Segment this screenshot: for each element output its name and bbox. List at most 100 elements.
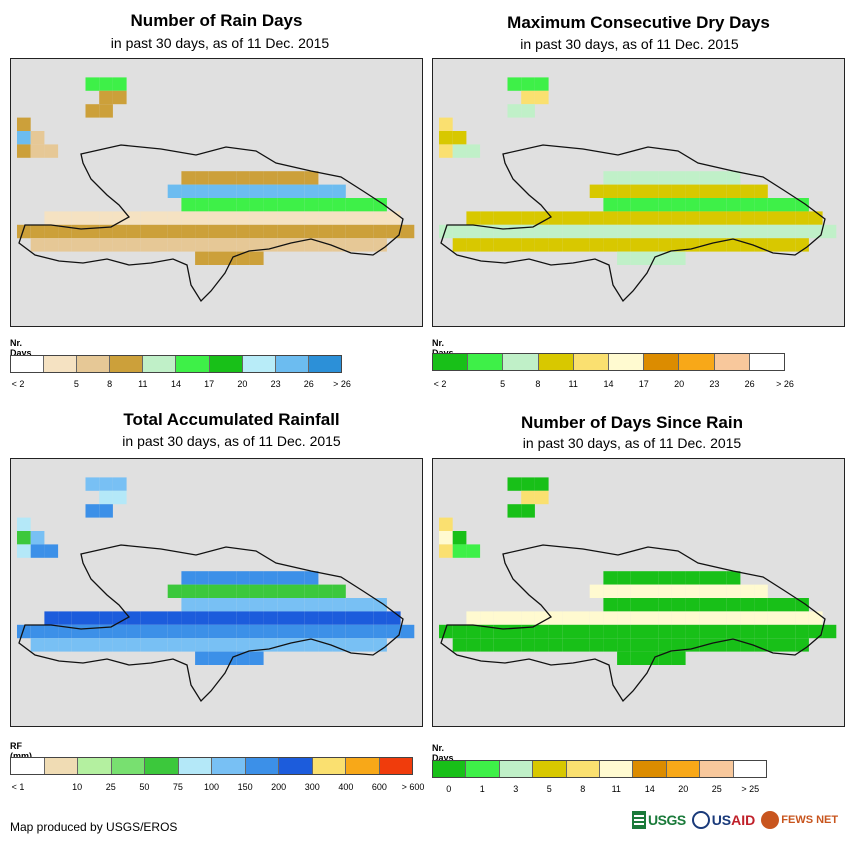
map-cell — [658, 611, 672, 625]
map-cell — [617, 651, 631, 665]
map-grid — [17, 477, 415, 703]
map-cell — [452, 144, 467, 158]
map-cell — [44, 544, 59, 558]
map-cell — [181, 184, 196, 198]
map-cell — [126, 611, 141, 625]
legend-label: 150 — [237, 782, 253, 792]
map-cell — [452, 531, 467, 545]
map-cell — [345, 198, 360, 212]
map-rainfall — [10, 458, 423, 727]
legend-swatch — [538, 354, 574, 370]
legend-label: 50 — [139, 782, 150, 792]
map-cell — [58, 624, 72, 639]
map-cell — [222, 584, 237, 598]
map-cell — [277, 598, 291, 612]
map-cell — [332, 238, 346, 252]
map-cell — [576, 611, 590, 625]
map-cell — [713, 198, 727, 212]
legend-swatch — [176, 356, 210, 372]
map-cell — [44, 611, 59, 625]
map-cell — [291, 184, 305, 198]
legend-swatch — [44, 758, 78, 774]
map-cell — [71, 624, 86, 639]
map-cell — [58, 238, 72, 252]
map-cell — [112, 624, 127, 639]
map-cell — [822, 224, 837, 239]
legend-swatch — [178, 758, 212, 774]
map-cell — [699, 184, 713, 198]
map-cell — [30, 238, 45, 252]
map-cell — [277, 171, 291, 185]
map-cell — [277, 198, 291, 212]
map-cell — [58, 611, 72, 625]
map-cell — [589, 211, 604, 225]
map-cell — [208, 251, 223, 265]
map-cell — [521, 90, 535, 105]
map-cell — [466, 144, 481, 158]
legend-swatch — [468, 354, 504, 370]
map-cell — [236, 584, 250, 598]
map-cell — [318, 584, 333, 598]
map-cell — [439, 117, 453, 131]
map-cell — [85, 477, 100, 491]
map-cell — [521, 104, 535, 118]
map-cell — [263, 611, 278, 625]
map-cell — [630, 624, 645, 639]
map-cell — [439, 131, 453, 145]
map-cell — [493, 611, 508, 625]
map-cell — [493, 624, 508, 639]
map-cell — [58, 211, 72, 225]
map-cell — [740, 598, 755, 612]
map-cell — [181, 211, 196, 225]
map-cell — [318, 184, 333, 198]
legend-label: > 26 — [776, 379, 794, 389]
map-cell — [30, 131, 45, 145]
map-cell — [30, 144, 45, 158]
map-cell — [249, 584, 264, 598]
map-cell — [318, 224, 333, 239]
legend-swatch — [733, 761, 767, 777]
map-cell — [249, 571, 264, 585]
map-cell — [534, 77, 549, 91]
map-cell — [576, 638, 590, 652]
map-cell — [507, 104, 522, 118]
map-cell — [30, 544, 45, 558]
map-cell — [644, 584, 659, 598]
map-cell — [521, 490, 535, 505]
map-cell — [781, 624, 796, 639]
map-cell — [140, 224, 154, 239]
map-cell — [112, 638, 127, 652]
map-cell — [767, 624, 782, 639]
map-cell — [548, 238, 563, 252]
map-cell — [373, 624, 387, 639]
map-cell — [644, 184, 659, 198]
coastline-outline — [18, 144, 404, 303]
map-cell — [140, 238, 154, 252]
map-cell — [671, 598, 686, 612]
map-cell — [195, 638, 209, 652]
map-cell — [318, 638, 333, 652]
map-cell — [359, 211, 374, 225]
map-cell — [452, 638, 467, 652]
map-cell — [181, 611, 196, 625]
map-cell — [658, 638, 672, 652]
map-cell — [318, 211, 333, 225]
map-cell — [521, 238, 535, 252]
legend-label: 5 — [500, 379, 506, 389]
panel-subtitle: in past 30 days, as of 11 Dec. 2015 — [522, 435, 742, 451]
legend-label: 20 — [678, 784, 689, 794]
legend-swatch — [111, 758, 145, 774]
map-cell — [318, 611, 333, 625]
map-cell — [603, 224, 618, 239]
legend-swatch — [11, 758, 45, 774]
legend-swatch — [700, 761, 734, 777]
map-cell — [208, 624, 223, 639]
map-cell — [534, 490, 549, 505]
map-cell — [576, 238, 590, 252]
map-cell — [154, 224, 168, 239]
legend-swatch — [275, 356, 309, 372]
map-cell — [236, 238, 250, 252]
map-cell — [795, 211, 809, 225]
usaid-logo-text: USAID — [711, 812, 756, 828]
map-cell — [85, 77, 100, 91]
